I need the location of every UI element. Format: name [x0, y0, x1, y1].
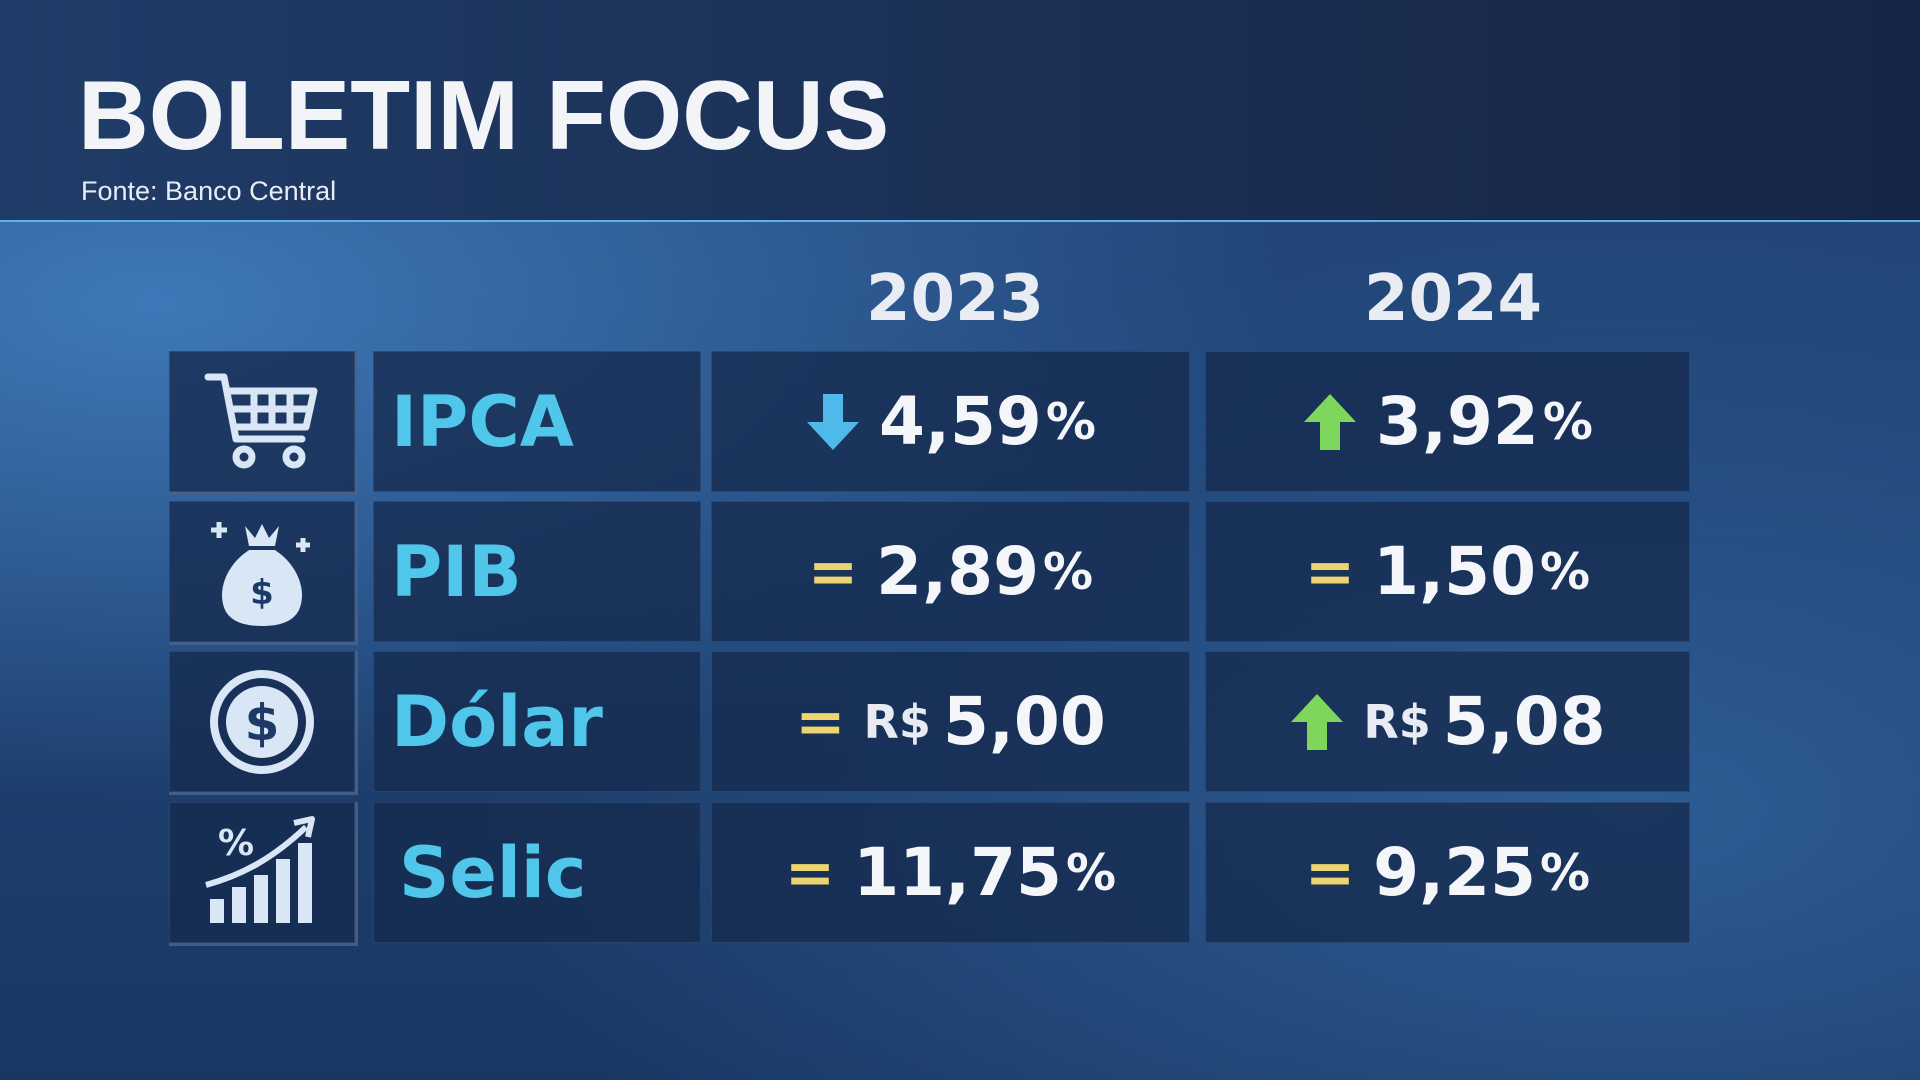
value-cell: = 2,89% — [711, 501, 1190, 642]
arrow-down — [807, 393, 860, 450]
icon-cell: $ — [169, 501, 358, 645]
value: 11,75 — [853, 834, 1062, 911]
trend-symbol: = — [807, 536, 859, 607]
svg-text:$: $ — [250, 573, 274, 613]
icon-cell: % — [169, 802, 358, 946]
trend-symbol: = — [1304, 536, 1356, 607]
icon-cell — [169, 351, 358, 495]
title: BOLETIM FOCUS — [78, 60, 890, 170]
value: 1,50 — [1373, 533, 1536, 610]
value: 2,89 — [876, 533, 1039, 610]
growth-icon: % — [205, 815, 315, 923]
trend-symbol: = — [795, 686, 846, 757]
unit: % — [1540, 843, 1591, 902]
header: BOLETIM FOCUS Fonte: Banco Central — [0, 0, 1920, 222]
source: Fonte: Banco Central — [81, 176, 337, 206]
svg-text:$: $ — [245, 694, 280, 752]
trend-symbol: = — [784, 837, 836, 908]
value: 9,25 — [1373, 834, 1536, 911]
value: 5,08 — [1442, 683, 1606, 760]
unit: % — [1065, 843, 1117, 902]
money-bag-icon: $ — [211, 521, 310, 626]
trend-symbol: = — [1304, 837, 1356, 908]
unit: % — [1043, 542, 1094, 601]
value-cell: 4,59% — [711, 351, 1190, 492]
value-cell: R$ 5,08 — [1205, 651, 1690, 792]
unit: % — [1045, 392, 1096, 451]
column-header: 2024 — [1363, 262, 1543, 336]
icon-cell: $ — [169, 651, 358, 795]
currency: R$ — [1363, 694, 1431, 749]
unit: % — [1542, 392, 1593, 451]
value-cell: = 9,25% — [1205, 802, 1690, 943]
arrow-up — [1291, 693, 1344, 750]
row-label: Dólar — [373, 651, 701, 792]
row-label: IPCA — [373, 351, 701, 492]
value: 4,59 — [879, 383, 1042, 460]
column-header: 2023 — [865, 262, 1045, 336]
value-cell: = 11,75% — [711, 802, 1190, 943]
dollar-icon: $ — [210, 669, 314, 774]
value: 3,92 — [1376, 383, 1539, 460]
value-cell: = R$ 5,00 — [711, 651, 1190, 792]
svg-text:%: % — [218, 823, 254, 864]
row-label: Selic — [373, 802, 701, 943]
cart-icon — [204, 373, 318, 468]
unit: % — [1540, 542, 1591, 601]
row-label: PIB — [373, 501, 701, 642]
value-cell: 3,92% — [1205, 351, 1690, 492]
arrow-up — [1304, 393, 1357, 450]
value-cell: = 1,50% — [1205, 501, 1690, 642]
currency: R$ — [863, 694, 931, 749]
value: 5,00 — [942, 683, 1106, 760]
